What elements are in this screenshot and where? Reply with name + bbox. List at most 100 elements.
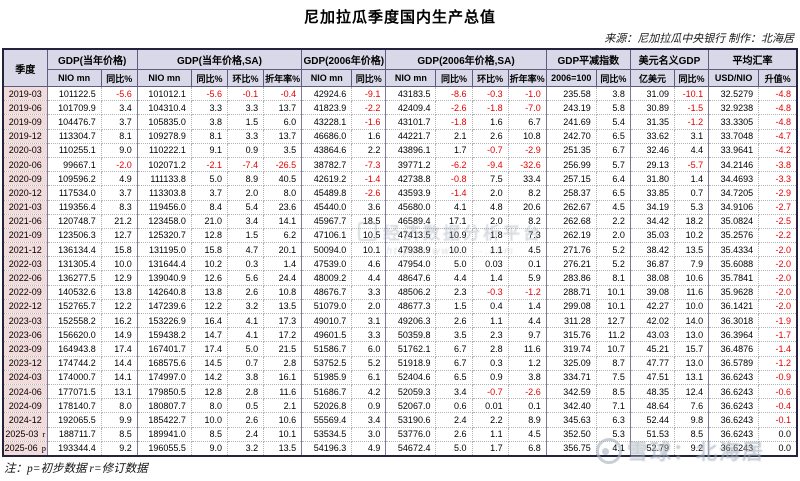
table-cell: 34.2146 [708,156,760,173]
table-cell: 17.3 [263,312,303,329]
table-cell: 4.4 [351,270,387,286]
table-cell: 8.9 [507,412,547,428]
table-cell: 43228.1 [301,114,353,130]
table-cell: 47954.0 [385,256,437,272]
table-cell: 4.8 [471,199,509,215]
table-cell: 9.1 [190,142,229,158]
table-cell: -1.6 [351,114,387,130]
table-cell: 32.9238 [708,100,760,116]
table-cell: 5.4 [226,199,265,215]
table-cell: 6.7 [595,142,631,158]
table-cell: 13.5 [673,242,710,258]
table-cell: -4.8 [758,114,798,130]
quarter-cell: 2019-03 [2,85,48,102]
table-cell: 14.7 [190,327,229,343]
table-cell: -2.0 [758,270,798,286]
table-row: 2021-09 123506.3 12.7 125320.7 12.8 1.5 6.2 471… [2,227,798,244]
table-cell: 47938.9 [385,242,437,258]
table-cell: 43864.6 [301,142,353,158]
table-cell: 334.71 [545,369,597,385]
quarter-cell: 2023-09 [2,341,48,357]
table-cell: 52.44 [629,412,676,428]
table-cell: 10.6 [673,270,710,286]
table-cell: 2.8 [226,383,265,400]
table-cell: 10.8 [263,284,303,300]
table-cell: -2.1 [190,156,229,173]
table-cell: 0.5 [226,398,265,414]
table-cell: 2.6 [435,426,473,442]
table-cell: 140532.6 [46,284,102,300]
table-cell: 51586.7 [301,341,353,357]
table-row: 2019-12 113304.7 8.1 109278.9 8.1 3.3 13.7 4668… [2,128,798,144]
table-cell: 21.5 [263,341,303,357]
table-cell: 36.1421 [708,298,760,315]
table-cell: 276.21 [545,256,597,272]
table-cell: 10.5 [351,227,387,244]
table-cell: 36.6243 [708,369,760,385]
table-cell: 44221.7 [385,128,437,144]
table-cell: -10.1 [673,85,710,102]
table-cell: 8.5 [673,426,710,442]
group-header: GDP(当年价格) [46,48,138,70]
table-cell: 29.13 [629,156,676,173]
group-header: GDP(当年价格,SA) [136,48,303,70]
table-cell: 53534.5 [301,426,353,442]
table-cell: 17.2 [263,327,303,343]
table-cell: 16.4 [190,312,229,329]
table-cell: 10.1 [351,242,387,258]
table-cell: -5.6 [100,85,138,102]
table-cell: 24.4 [263,270,303,286]
table-row: 2022-06 136277.5 12.9 139040.9 12.6 5.6 24.4 48… [2,270,798,286]
table-cell: 6.5 [595,185,631,201]
quarter-cell: 2024-12 [2,412,48,428]
table-cell: 13.7 [263,128,303,144]
table-row: 2023-09 164943.8 17.4 167401.7 17.4 5.0 21.5 51… [2,341,798,357]
table-cell: 34.4693 [708,171,760,187]
column-header: 2006=100 [545,69,597,87]
table-cell: 174000.7 [46,369,102,385]
table-cell: 12.4 [673,383,710,400]
table-cell: 8.4 [190,199,229,215]
table-cell: 33.62 [629,128,676,144]
table-cell: -2.0 [758,242,798,258]
table-cell: 9.7 [507,327,547,343]
table-cell: 242.70 [545,128,597,144]
table-cell: 3.8 [595,85,631,102]
table-cell: 52067.0 [385,398,437,414]
table-cell: -2.2 [351,100,387,116]
table-cell: 4.7 [226,242,265,258]
table-cell: 104476.7 [46,114,102,130]
table-cell: 288.71 [545,284,597,300]
table-cell: 10.2 [190,256,229,272]
table-cell: 8.5 [190,426,229,442]
column-header: 环比% [471,69,509,87]
table-cell: 7.1 [595,398,631,414]
table-cell: 10.0 [435,242,473,258]
table-cell: 8.1 [595,270,631,286]
table-cell: 117534.0 [46,185,102,201]
page-title: 尼加拉瓜季度国内生产总值 [303,9,496,26]
group-header: GDP(2006年价格,SA) [385,48,547,70]
table-cell: 20.1 [263,242,303,258]
table-cell: 13.0 [673,327,710,343]
table-cell: -7.0 [507,100,547,116]
quarter-header: 季度 [2,48,48,87]
table-cell: 46686.0 [301,128,353,144]
table-cell: 12.2 [190,298,229,315]
quarter-cell: 2020-12 [2,185,48,201]
quarter-cell: 2020-09 [2,171,48,187]
table-cell: 46589.4 [385,213,437,229]
table-row: 2024-06 177071.5 13.1 179850.5 12.8 2.8 11.6 51… [2,383,798,400]
table-cell: 174997.0 [136,369,192,385]
table-cell: 0.3 [226,256,265,272]
group-header: GDP(2006年价格) [301,48,387,70]
table-cell: 147239.6 [136,298,192,315]
table-cell: 4.1 [226,312,265,329]
table-cell: -2.0 [758,284,798,300]
table-cell: 9.0 [190,440,229,457]
table-cell: 6.0 [351,341,387,357]
table-cell: 4.5 [507,242,547,258]
table-cell: 47.51 [629,369,676,385]
quarter-cell: 2024-03 [2,369,48,385]
table-cell: 193344.4 [46,440,102,457]
